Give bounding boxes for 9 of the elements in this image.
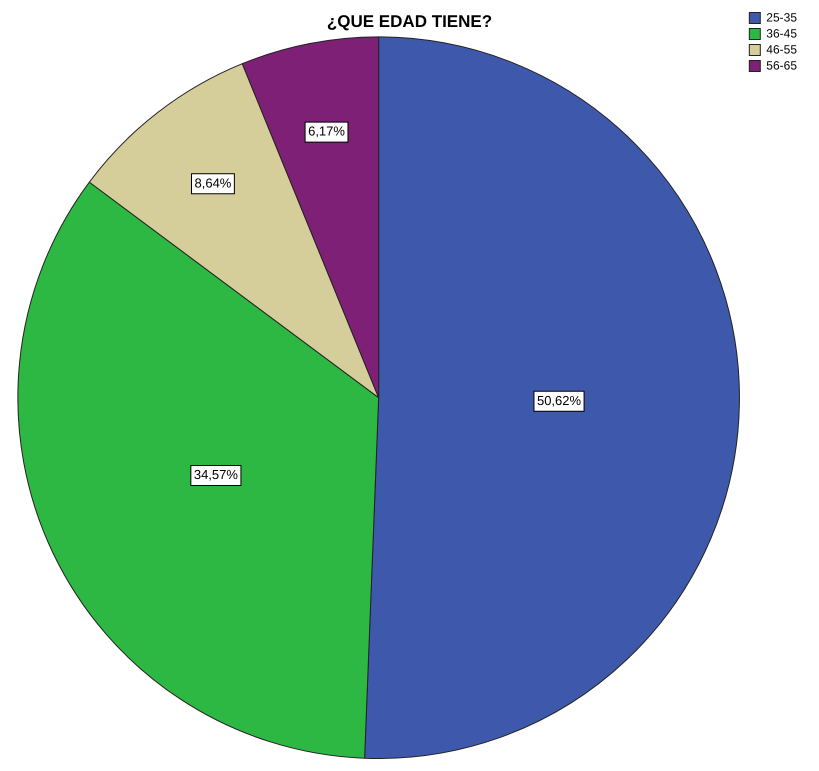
data-label: 34,57% (194, 467, 238, 482)
data-label: 6,17% (308, 124, 346, 139)
legend-label: 25-35 (766, 10, 798, 24)
legend-label: 46-55 (766, 42, 798, 56)
data-label: 8,64% (194, 175, 232, 190)
data-label: 50,62% (536, 392, 582, 408)
legend-label: 36-45 (766, 26, 798, 40)
legend-label: 56-65 (766, 58, 798, 72)
chart-title: ¿QUE EDAD TIENE? (326, 12, 492, 31)
